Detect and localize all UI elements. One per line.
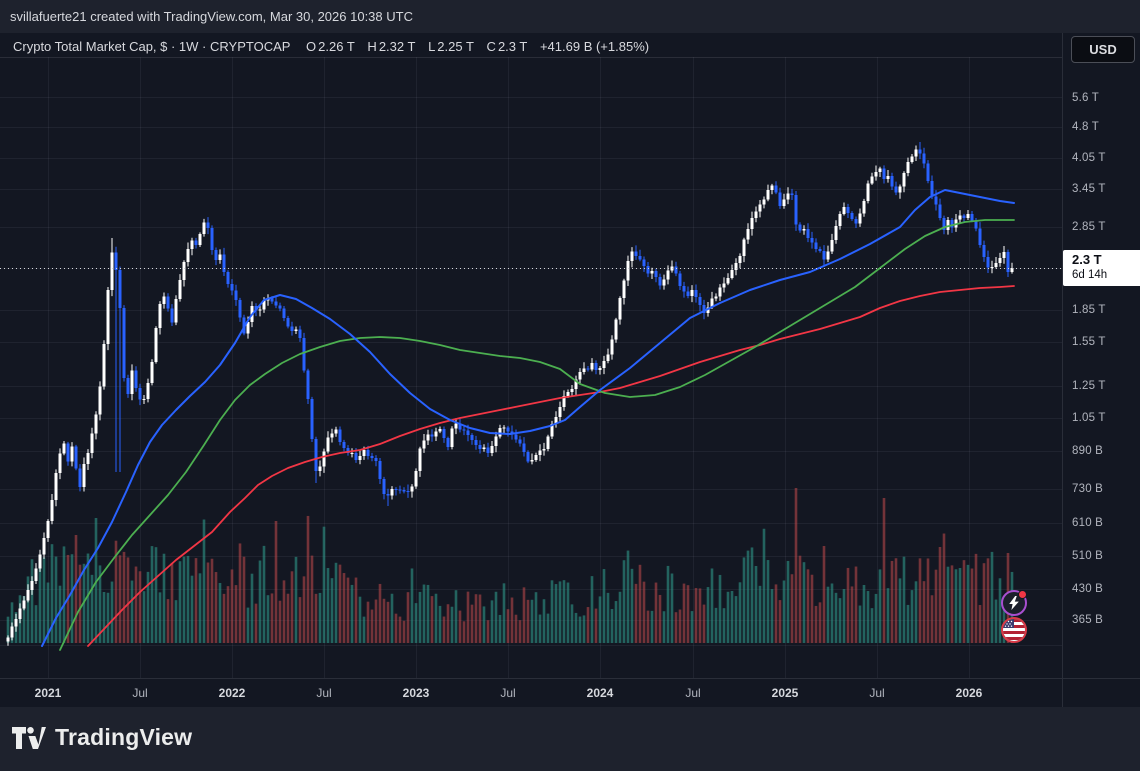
price-axis-label: 1.05 T — [1072, 412, 1106, 424]
boost-button[interactable] — [1001, 590, 1027, 616]
lightning-icon — [1009, 596, 1019, 610]
time-axis-label: 2021 — [34, 686, 62, 700]
close-value: 2.3 T — [497, 39, 528, 54]
price-axis-label: 4.8 T — [1072, 121, 1099, 133]
high-value: 2.32 T — [378, 39, 416, 54]
low-label: L — [428, 39, 436, 54]
last-price-badge: 2.3 T 6d 14h — [1063, 250, 1140, 286]
tradingview-logo[interactable]: TradingView — [12, 724, 192, 751]
price-axis-label: 610 B — [1072, 517, 1104, 529]
attribution-text: svillafuerte21 created with TradingView.… — [10, 9, 413, 24]
symbol-title: Crypto Total Market Cap, $ · 1W · CRYPTO… — [13, 39, 291, 54]
last-price-value: 2.3 T — [1072, 252, 1102, 267]
time-axis-label: 2024 — [586, 686, 614, 700]
time-axis-border — [0, 678, 1140, 679]
low-value: 2.25 T — [437, 39, 474, 54]
tradingview-glyph-icon — [12, 726, 46, 749]
price-axis-label: 430 B — [1072, 583, 1104, 595]
time-axis-label: Jul — [132, 686, 148, 700]
price-axis-label: 1.25 T — [1072, 380, 1106, 392]
price-axis-border — [1062, 33, 1063, 707]
legend-separator — [0, 57, 1062, 58]
price-axis-label: 365 B — [1072, 614, 1104, 626]
us-flag-icon — [1003, 619, 1025, 641]
chart-background — [0, 33, 1140, 707]
country-flag-button[interactable] — [1001, 617, 1027, 643]
close-label: C — [486, 39, 496, 54]
high-label: H — [367, 39, 377, 54]
price-axis-label: 1.55 T — [1072, 336, 1106, 348]
tradingview-wordmark: TradingView — [55, 724, 193, 750]
time-scale[interactable]: 2021 Jul 2022 Jul 2023 Jul 2024 Jul 2025 Jul 2026 — [0, 679, 1062, 707]
time-axis-label: Jul — [869, 686, 885, 700]
price-axis-label: 4.05 T — [1072, 152, 1106, 164]
price-axis-label: 510 B — [1072, 550, 1104, 562]
price-axis-label: 890 B — [1072, 445, 1104, 457]
footer-bar — [0, 707, 1140, 771]
price-axis-label: 1.85 T — [1072, 304, 1106, 316]
price-axis-label: 5.6 T — [1072, 92, 1099, 104]
time-axis-label: Jul — [685, 686, 701, 700]
price-axis-label: 2.85 T — [1072, 221, 1106, 233]
change-value: +41.69 B (+1.85%) — [539, 39, 650, 54]
attribution-bar: svillafuerte21 created with TradingView.… — [0, 0, 1140, 33]
open-value: 2.26 T — [318, 39, 355, 54]
currency-button[interactable]: USD — [1071, 36, 1135, 63]
open-label: O — [306, 39, 317, 54]
price-axis-label: 3.45 T — [1072, 183, 1106, 195]
time-axis-label: 2026 — [955, 686, 983, 700]
chart-legend[interactable]: Crypto Total Market Cap, $ · 1W · CRYPTO… — [13, 39, 658, 54]
time-axis-label: 2025 — [771, 686, 799, 700]
price-axis-label: 730 B — [1072, 483, 1104, 495]
price-scale[interactable]: USD 2.3 T 6d 14h 5.6 T 4.8 T 4.05 T 3.45 T 2… — [1063, 33, 1140, 678]
notification-dot — [1018, 590, 1027, 599]
time-axis-label: Jul — [316, 686, 332, 700]
time-axis-label: 2023 — [402, 686, 430, 700]
bar-countdown: 6d 14h — [1072, 269, 1108, 282]
time-axis-label: 2022 — [218, 686, 246, 700]
chart-canvas[interactable] — [0, 33, 1062, 678]
time-axis-label: Jul — [500, 686, 516, 700]
